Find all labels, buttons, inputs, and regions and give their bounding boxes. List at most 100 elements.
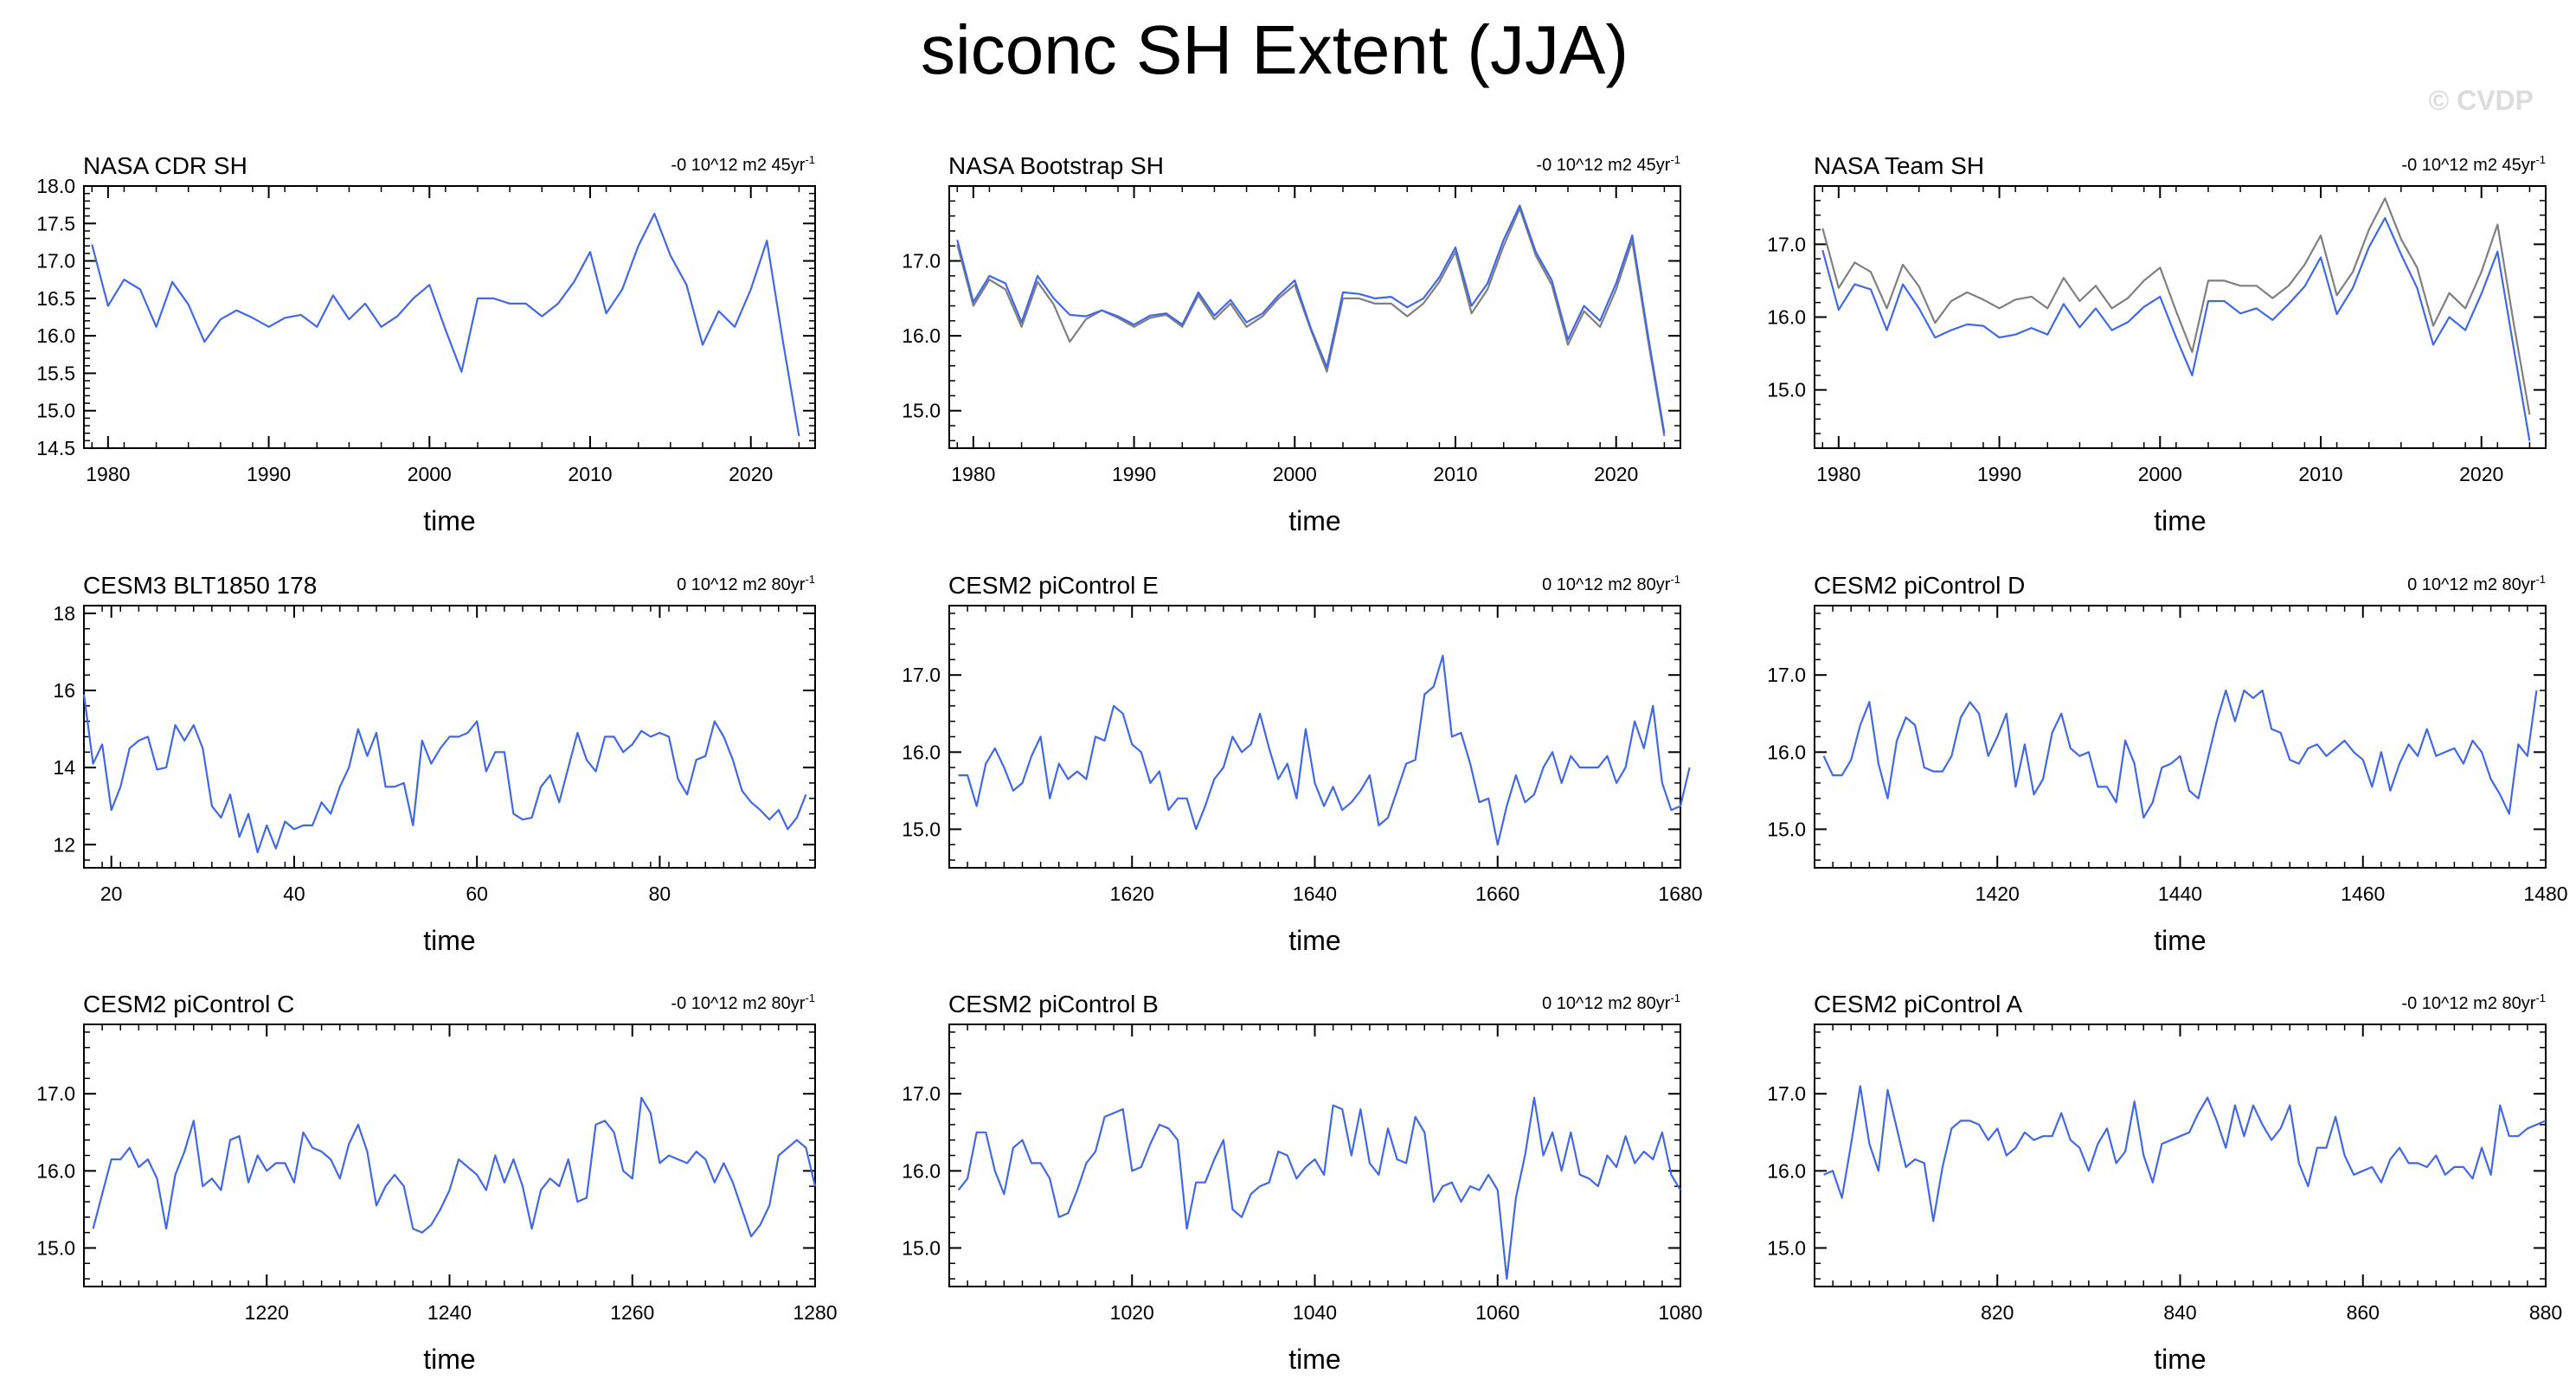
y-tick-label: 15.5 [36,362,75,384]
x-tick-label: 2020 [729,463,773,485]
figure-title: siconc SH Extent (JJA) [921,11,1628,88]
chart-panel: CESM2 piControl D 0 10^12 m2 80yr-1 1420 14… [1767,572,2567,956]
series-line [1823,1085,2547,1223]
x-axis-label: time [2154,925,2206,956]
trend-label: 0 10^12 m2 80yr-1 [1542,991,1680,1013]
trend-label: -0 10^12 m2 80yr-1 [671,991,815,1013]
chart-panel: CESM2 piControl B 0 10^12 m2 80yr-1 1020 10… [902,991,1702,1375]
x-tick-label: 1980 [1816,463,1860,485]
y-tick-label: 16.0 [1767,1159,1806,1182]
trend-superscript: -1 [1670,573,1680,586]
trend-superscript: -1 [805,153,815,166]
y-tick-label: 16.0 [902,1159,941,1182]
y-tick-label: 17.5 [36,212,75,234]
x-tick-label: 1240 [427,1301,472,1324]
plot-frame [948,1024,1681,1287]
trend-value: 0 10^12 m2 80yr [1542,575,1671,594]
x-tick-label: 2020 [1594,463,1638,485]
y-tick-label: 16.0 [1767,306,1806,329]
panel-title: NASA CDR SH [83,152,247,179]
x-tick-label: 1260 [610,1301,654,1324]
x-tick-label: 1990 [1112,463,1156,485]
y-tick-label: 17.0 [36,250,75,273]
trend-superscript: -1 [805,991,815,1004]
x-tick-label: 1680 [1658,882,1702,905]
x-tick-label: 2010 [1433,463,1477,485]
x-tick-label: 2000 [408,463,452,485]
x-tick-label: 860 [2347,1301,2380,1324]
series-line [958,654,1691,846]
x-tick-label: 840 [2163,1301,2196,1324]
y-tick-label: 15.0 [902,1236,941,1259]
x-tick-label: 1280 [793,1301,837,1324]
trend-label: -0 10^12 m2 45yr-1 [671,153,815,175]
x-tick-label: 1990 [247,463,291,485]
trend-superscript: -1 [2535,153,2546,166]
series-line [956,204,1666,433]
x-axis-label: time [2154,505,2206,536]
series-line [1821,197,2531,415]
trend-value: -0 10^12 m2 45yr [671,156,805,175]
y-tick-label: 16.0 [1767,741,1806,763]
x-axis-label: time [423,1344,475,1375]
y-tick-label: 15.0 [902,818,941,840]
y-tick-label: 17.0 [902,250,941,273]
plot-frame [1814,605,2547,869]
trend-value: -0 10^12 m2 45yr [1536,156,1670,175]
y-tick-label: 16.0 [36,1159,75,1182]
y-tick-label: 16.0 [36,324,75,347]
y-tick-label: 14 [53,756,75,779]
panel-title: NASA Bootstrap SH [948,152,1164,179]
x-tick-label: 40 [283,882,305,905]
y-tick-label: 15.0 [1767,818,1806,840]
panel-title: CESM2 piControl D [1814,572,2025,599]
y-tick-label: 17.0 [36,1082,75,1105]
x-tick-label: 2000 [1273,463,1317,485]
trend-superscript: -1 [1670,153,1680,166]
watermark: © CVDP [2429,85,2534,116]
x-tick-label: 60 [466,882,488,905]
y-tick-label: 18 [53,602,75,625]
x-tick-label: 1440 [2158,882,2202,905]
chart-panel: CESM2 piControl E 0 10^12 m2 80yr-1 1620 16… [902,572,1702,956]
x-tick-label: 1640 [1293,882,1337,905]
panel-title: CESM2 piControl C [83,991,294,1017]
y-tick-label: 15.0 [1767,1236,1806,1259]
chart-panel: NASA CDR SH -0 10^12 m2 45yr-1 1980 1990 200… [36,152,816,536]
panel-title: NASA Team SH [1814,152,1984,179]
chart-panel: CESM2 piControl C -0 10^12 m2 80yr-1 1220 1… [36,991,837,1375]
x-tick-label: 2010 [568,463,612,485]
panel-title: CESM2 piControl A [1814,991,2023,1017]
y-tick-label: 16.0 [902,324,941,347]
x-tick-label: 1980 [951,463,995,485]
series-line [1822,689,2538,819]
y-tick-label: 17.0 [1767,664,1806,686]
x-tick-label: 1040 [1293,1301,1337,1324]
x-tick-label: 1060 [1475,1301,1519,1324]
x-tick-label: 2010 [2298,463,2342,485]
plot-frame [948,605,1681,869]
x-axis-label: time [1288,925,1340,956]
x-tick-label: 2000 [2138,463,2182,485]
series-line [957,1096,1681,1280]
y-tick-label: 16 [53,679,75,702]
x-axis-label: time [1288,1344,1340,1375]
trend-value: -0 10^12 m2 80yr [671,994,805,1013]
y-tick-label: 17.0 [902,1082,941,1105]
trend-value: 0 10^12 m2 80yr [677,575,806,594]
y-tick-label: 12 [53,833,75,856]
trend-superscript: -1 [805,573,815,586]
series-line [956,207,1666,437]
x-tick-label: 820 [1981,1301,2014,1324]
series-line [91,212,800,437]
trend-value: -0 10^12 m2 80yr [2401,994,2535,1013]
panel-title: CESM2 piControl E [948,572,1159,599]
trend-label: 0 10^12 m2 80yr-1 [1542,573,1680,594]
y-tick-label: 14.5 [36,437,75,459]
x-axis-label: time [2154,1344,2206,1375]
y-tick-label: 16.0 [902,741,941,763]
x-tick-label: 1980 [86,463,130,485]
series-line [1821,216,2531,441]
